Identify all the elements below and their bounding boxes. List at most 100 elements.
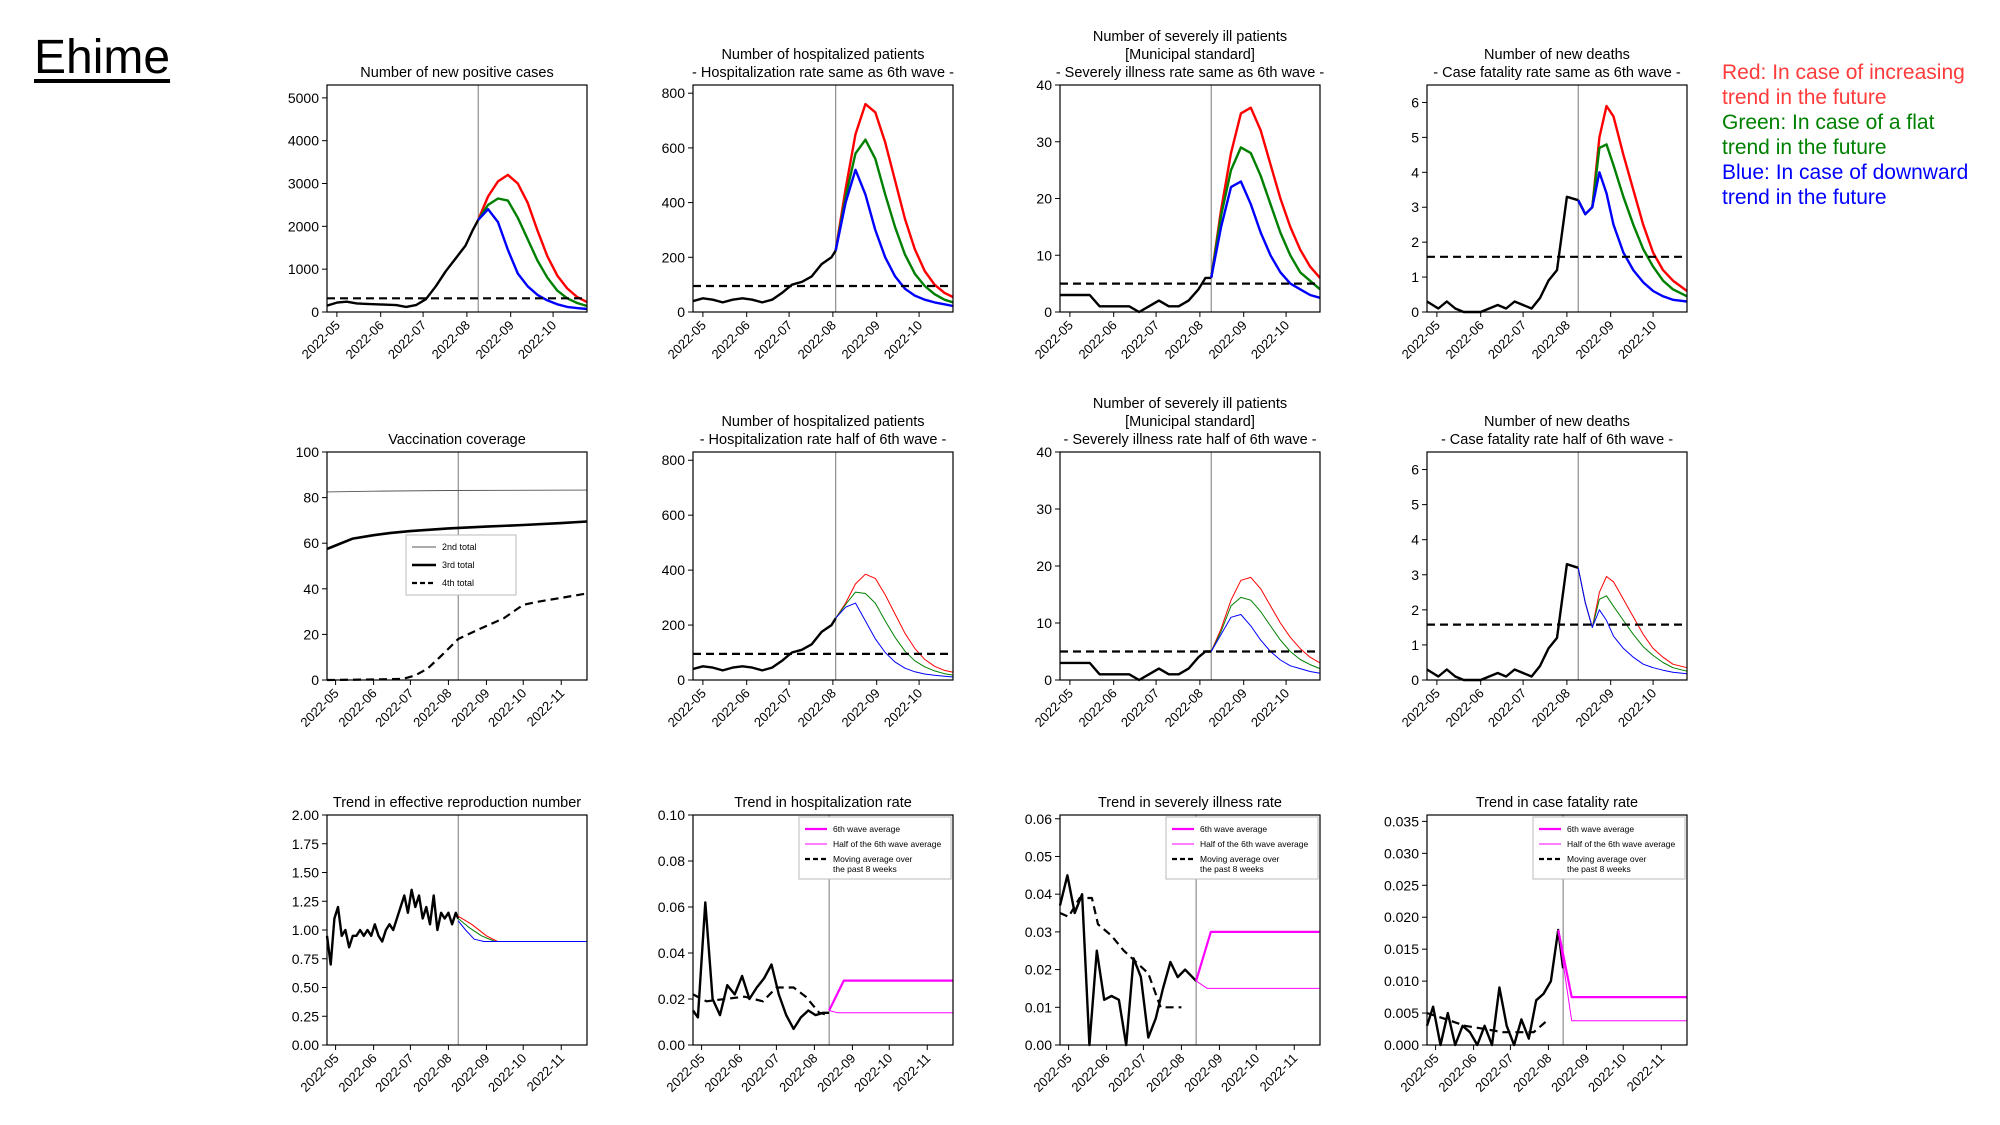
series-green-thin-line	[1210, 596, 1321, 670]
y-tick-label: 0.25	[292, 1008, 319, 1024]
y-tick-label: 0.000	[1384, 1037, 1419, 1053]
x-tick-label: 2022-05	[1030, 1051, 1074, 1095]
x-tick-label: 2022-09	[838, 686, 882, 730]
y-tick-label: 0.06	[658, 899, 685, 915]
x-tick-label: 2022-10	[881, 318, 925, 362]
x-tick-label: 2022-06	[1075, 686, 1119, 730]
x-tick-label: 2022-08	[1143, 1051, 1187, 1095]
y-tick-label: 0.015	[1384, 941, 1419, 957]
y-tick-label: 600	[662, 140, 686, 156]
x-tick-label: 2022-08	[410, 1051, 454, 1095]
chart-title: Number of new deaths	[1484, 414, 1630, 430]
x-tick-label: 2022-10	[1615, 686, 1659, 730]
series-blue-thin-line	[457, 920, 587, 942]
x-tick-label: 2022-06	[335, 686, 379, 730]
y-tick-label: 0	[1411, 304, 1419, 320]
legend-green-line-2: trend in the future	[1722, 136, 1887, 159]
plot-frame	[326, 451, 588, 681]
x-tick-label: 2022-05	[297, 686, 341, 730]
x-tick-label: 2022-08	[795, 318, 839, 362]
series-observed-line	[325, 888, 460, 966]
chart-title: Trend in severely illness rate	[1098, 795, 1282, 811]
y-tick-label: 0.02	[658, 991, 685, 1007]
chart-title: Number of severely ill patients	[1093, 396, 1287, 412]
y-tick-label: 0.06	[1025, 811, 1052, 827]
chart-title: Trend in hospitalization rate	[734, 795, 912, 811]
series-red-thin-line	[835, 573, 954, 673]
series-observed-line	[326, 219, 480, 309]
y-tick-label: 1.50	[292, 865, 319, 881]
x-tick-label: 2022-11	[524, 1051, 568, 1095]
chart-title: Trend in effective reproduction number	[333, 795, 581, 811]
y-tick-label: 400	[662, 562, 686, 578]
x-tick-label: 2022-06	[1442, 318, 1486, 362]
y-tick-label: 10	[1036, 615, 1052, 631]
scenario-legend: Red: In case of increasing trend in the …	[1722, 60, 1968, 210]
legend-label: 6th wave average	[1567, 824, 1634, 834]
plot-frame	[692, 451, 954, 681]
x-tick-label: 2022-11	[890, 1051, 934, 1095]
y-tick-label: 0.10	[658, 807, 685, 823]
x-tick-label: 2022-06	[1442, 686, 1486, 730]
series-blue-thin-line	[1210, 614, 1321, 674]
series-red-thin-line	[457, 915, 587, 942]
series-blue-line	[834, 168, 954, 308]
y-tick-label: 800	[662, 85, 686, 101]
x-tick-label: 2022-07	[1118, 686, 1162, 730]
x-tick-label: 2022-07	[751, 318, 795, 362]
y-tick-label: 0.005	[1384, 1005, 1419, 1021]
x-tick-label: 2022-07	[1472, 1051, 1516, 1095]
series-blue-line	[1577, 171, 1688, 303]
y-tick-label: 0.50	[292, 980, 319, 996]
series-observed-line	[1425, 928, 1565, 1047]
x-tick-label: 2022-08	[776, 1051, 820, 1095]
x-tick-label: 2022-07	[372, 686, 416, 730]
y-tick-label: 0.75	[292, 951, 319, 967]
x-tick-label: 2022-05	[663, 1051, 707, 1095]
y-tick-label: 2.00	[292, 807, 319, 823]
y-tick-label: 0.01	[1025, 999, 1052, 1015]
x-tick-label: 2022-05	[297, 1051, 341, 1095]
legend-blue-line-1: Blue: In case of downward	[1722, 161, 1969, 184]
x-tick-label: 2022-11	[1624, 1051, 1668, 1095]
y-tick-label: 30	[1036, 501, 1052, 517]
legend-box	[798, 816, 952, 880]
y-tick-label: 20	[1036, 558, 1052, 574]
y-tick-label: 0	[1411, 672, 1419, 688]
y-tick-label: 20	[1036, 191, 1052, 207]
series-red-thin-line	[1210, 576, 1321, 664]
x-tick-label: 2022-07	[751, 686, 795, 730]
x-tick-label: 2022-09	[1548, 1051, 1592, 1095]
y-tick-label: 4	[1411, 164, 1419, 180]
x-tick-label: 2022-11	[524, 686, 568, 730]
series-dashed-line	[1426, 1012, 1550, 1034]
plot-frame	[1426, 451, 1688, 681]
y-tick-label: 20	[303, 626, 319, 642]
y-tick-label: 0	[311, 672, 319, 688]
series-observed-line	[1060, 276, 1212, 314]
y-tick-label: 6	[1411, 462, 1419, 478]
series-observed-line	[692, 249, 837, 304]
x-tick-label: 2022-08	[1162, 318, 1206, 362]
legend-box	[1165, 816, 1319, 880]
legend-label: Half of the 6th wave average	[1567, 839, 1675, 849]
x-tick-label: 2022-10	[1615, 318, 1659, 362]
plot-frame	[1059, 451, 1321, 681]
x-tick-label: 2022-06	[342, 318, 386, 362]
y-tick-label: 1	[1411, 637, 1419, 653]
chart-title: - Severely illness rate same as 6th wave…	[1056, 65, 1325, 81]
legend-label: 2nd total	[442, 542, 477, 552]
plot-frame	[326, 84, 588, 313]
y-tick-label: 0.010	[1384, 973, 1419, 989]
series-magenta-line	[1557, 929, 1687, 999]
x-tick-label: 2022-10	[1248, 318, 1292, 362]
legend-label: Moving average over the past 8 weeks	[1567, 854, 1647, 874]
y-tick-label: 4	[1411, 532, 1419, 548]
y-tick-label: 0.00	[658, 1037, 685, 1053]
plot-frame	[1059, 814, 1321, 1046]
y-tick-label: 200	[662, 249, 686, 265]
